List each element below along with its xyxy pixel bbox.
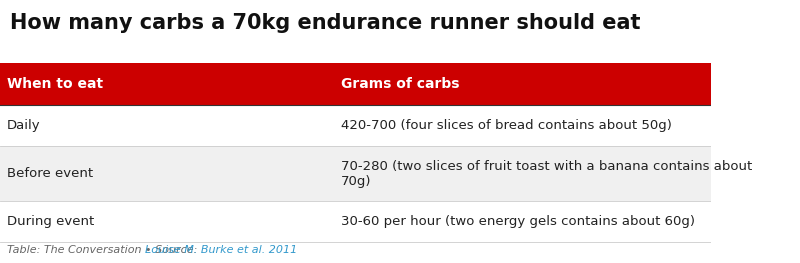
Text: Louise M. Burke et al. 2011: Louise M. Burke et al. 2011: [145, 245, 297, 255]
Text: When to eat: When to eat: [7, 77, 103, 91]
Text: 30-60 per hour (two energy gels contains about 60g): 30-60 per hour (two energy gels contains…: [342, 215, 695, 228]
Text: Grams of carbs: Grams of carbs: [342, 77, 460, 91]
Text: 70-280 (two slices of fruit toast with a banana contains about
70g): 70-280 (two slices of fruit toast with a…: [342, 160, 753, 188]
Bar: [0, 63, 711, 105]
Text: Table: The Conversation • Source:: Table: The Conversation • Source:: [7, 245, 201, 255]
Text: Daily: Daily: [7, 119, 41, 132]
Bar: [0, 201, 711, 242]
Text: Before event: Before event: [7, 167, 94, 180]
Text: During event: During event: [7, 215, 94, 228]
Text: How many carbs a 70kg endurance runner should eat: How many carbs a 70kg endurance runner s…: [10, 13, 640, 33]
Text: 420-700 (four slices of bread contains about 50g): 420-700 (four slices of bread contains a…: [342, 119, 672, 132]
Bar: [0, 146, 711, 201]
Bar: [0, 105, 711, 146]
